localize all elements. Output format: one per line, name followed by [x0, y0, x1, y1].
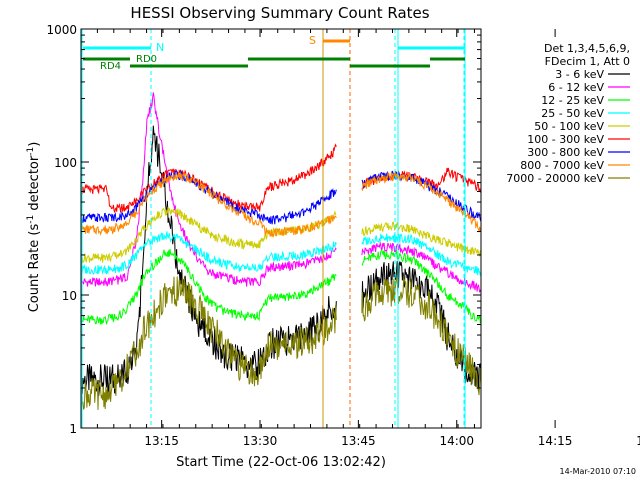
legend-header-line-2: FDecim 1, Att 0 — [545, 55, 630, 68]
annotation-layer: N S RD0 RD4 — [81, 29, 466, 428]
series-line-7000-20000-kev-0 — [81, 276, 337, 410]
legend-label: 800 - 7000 keV — [520, 159, 604, 172]
x-tick-label: 14:30 — [636, 434, 640, 448]
plot-area — [81, 92, 481, 410]
series-line-7000-20000-kev-1 — [361, 276, 481, 396]
legend-label: 12 - 25 keV — [541, 94, 604, 107]
legend-label: 100 - 300 keV — [527, 133, 604, 146]
decimation-label-rd4: RD4 — [100, 61, 121, 72]
series-line-6-12-kev-0 — [81, 92, 337, 287]
axes: 13:15 13:30 13:45 14:00 14:15 14:30 1 10 100 1000 — [46, 23, 640, 448]
series-line-300-800-kev-1 — [361, 170, 481, 222]
x-tick-label: 13:30 — [243, 434, 278, 448]
legend-header-line-1: Det 1,3,4,5,6,9, — [544, 42, 630, 55]
legend-label: 300 - 800 keV — [527, 146, 604, 159]
y-axis-label-mid: detector — [27, 155, 42, 215]
legend-label: 6 - 12 keV — [548, 81, 604, 94]
y-axis-label-end: ) — [27, 142, 42, 147]
series-line-800-7000-kev-1 — [361, 172, 481, 233]
plot-frame — [80, 28, 482, 429]
x-tick-label: 14:00 — [439, 434, 474, 448]
series-line-50-100-kev-1 — [361, 221, 481, 258]
legend-label: 25 - 50 keV — [541, 107, 604, 120]
legend-label: 50 - 100 keV — [534, 120, 604, 133]
series-line-12-25-kev-1 — [361, 249, 481, 324]
series-line-100-300-kev-0 — [81, 143, 337, 213]
x-tick-label: 13:45 — [341, 434, 376, 448]
x-tick-label: 14:15 — [538, 434, 573, 448]
decimation-label-rd0: RD0 — [136, 54, 157, 65]
series-line-3-6-kev-1 — [361, 260, 481, 391]
y-tick-label: 10 — [62, 289, 77, 303]
series-line-3-6-kev-0 — [81, 125, 337, 396]
series-line-25-50-kev-1 — [361, 233, 481, 276]
x-tick-label: 13:15 — [144, 434, 179, 448]
y-axis-label-main: Count Rate (s — [27, 224, 42, 313]
attenuator-label: S — [309, 34, 316, 47]
y-tick-label: 1 — [69, 422, 77, 436]
y-axis-label: Count Rate (s-1 detector-1) — [26, 142, 42, 313]
y-axis-label-sup2: -1 — [26, 147, 36, 156]
y-tick-label: 1000 — [46, 23, 77, 37]
chart-title: HESSI Observing Summary Count Rates — [130, 4, 429, 22]
series-line-25-50-kev-0 — [81, 231, 337, 276]
y-tick-label: 100 — [54, 156, 77, 170]
footer-timestamp: 14-Mar-2010 07:10 — [560, 467, 637, 476]
series-line-300-800-kev-0 — [81, 170, 337, 225]
series-line-800-7000-kev-0 — [81, 172, 337, 239]
night-label: N — [156, 41, 164, 54]
legend-label: 3 - 6 keV — [555, 68, 604, 81]
y-axis-label-sup: -1 — [26, 215, 36, 224]
legend-label: 7000 - 20000 keV — [506, 172, 604, 185]
series-line-12-25-kev-0 — [81, 248, 337, 325]
series-line-100-300-kev-1 — [361, 167, 481, 193]
x-axis-label: Start Time (22-Oct-06 13:02:42) — [176, 455, 386, 470]
legend: Det 1,3,4,5,6,9, FDecim 1, Att 0 3 - 6 k… — [506, 42, 630, 185]
